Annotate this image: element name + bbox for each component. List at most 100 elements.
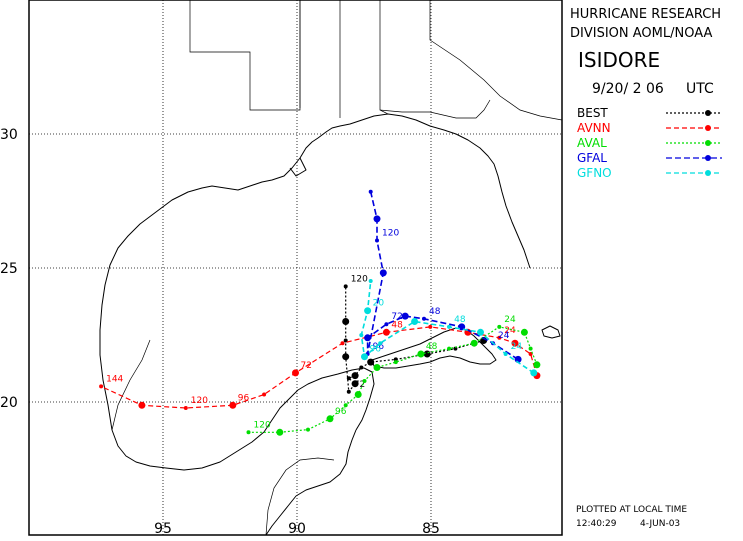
track-point-aval: [447, 346, 452, 351]
plot-date: 4-JUN-03: [640, 519, 680, 529]
track-point-best: [351, 372, 359, 380]
graticule: [29, 0, 562, 535]
track-point-gfal: [379, 269, 387, 277]
track-point-avnn: [292, 369, 299, 377]
track-label-gfal: 48: [429, 307, 441, 317]
track-point-gfal: [401, 312, 409, 320]
timezone: UTC: [686, 81, 714, 97]
track-point-avnn: [528, 352, 533, 356]
track-point-avnn: [428, 324, 433, 329]
track-label-aval: 96: [335, 407, 347, 417]
map-frame: [28, 0, 563, 536]
track-label-best: 72: [354, 380, 365, 390]
track-label-avnn: 72: [301, 361, 312, 371]
track-point-aval: [417, 350, 425, 358]
plot-time: 12:40:29: [576, 519, 617, 529]
track-point-best: [342, 318, 350, 325]
track-point-gfno: [530, 369, 538, 377]
track-line-gfno: [360, 280, 535, 374]
forecast-tracks: 7212024487296120144244896120244872961202…: [99, 189, 541, 436]
track-point-aval: [276, 428, 284, 436]
lon-label-95: 95: [154, 521, 172, 537]
lat-label-25: 25: [0, 261, 18, 277]
track-aval: 24 48 96 120: [246, 315, 541, 436]
track-point-aval: [533, 361, 541, 369]
track-point-best: [359, 365, 364, 370]
track-point-best: [343, 284, 348, 289]
track-point-aval: [326, 415, 334, 423]
plotted-note: PLOTTED AT LOCAL TIME: [576, 505, 687, 515]
legend-label-best: BEST: [577, 106, 608, 120]
track-label-avnn: 96: [238, 393, 250, 403]
track-label-gfno: 96: [370, 345, 382, 355]
track-point-avnn: [262, 392, 267, 397]
track-label-best: 120: [351, 274, 368, 284]
coastline: [99, 113, 561, 536]
track-point-avnn: [183, 406, 188, 410]
track-point-aval: [354, 391, 362, 398]
track-point-gfno: [447, 324, 452, 329]
track-label-gfal: 120: [382, 229, 399, 239]
track-point-avnn: [497, 335, 502, 340]
track-label-gfno: 24: [511, 342, 523, 352]
track-point-avnn: [340, 341, 345, 346]
datetime: 9/20/ 2 06: [592, 81, 664, 97]
track-point-best: [367, 358, 375, 366]
track-point-avnn: [511, 339, 519, 347]
track-point-avnn: [382, 328, 390, 336]
track-label-aval: 48: [426, 342, 438, 352]
track-best: 72 120: [342, 274, 488, 394]
track-point-aval: [373, 364, 381, 371]
track-label-avnn: 144: [106, 374, 123, 384]
track-point-gfno: [364, 307, 372, 315]
lat-label-20: 20: [0, 395, 18, 411]
legend-marker-gfno: [705, 170, 711, 176]
track-point-aval: [246, 430, 251, 435]
lon-label-90: 90: [288, 521, 306, 537]
legend-label-aval: AVAL: [577, 136, 607, 150]
legend-label-gfno: GFNO: [577, 166, 612, 180]
legend-marker-avnn: [705, 125, 711, 131]
legend-marker-aval: [705, 140, 711, 146]
legend-marker-best: [705, 110, 711, 116]
legend-label-gfal: GFAL: [577, 151, 607, 165]
track-point-gfno: [378, 341, 383, 346]
track-point-gfno: [368, 279, 373, 283]
track-point-aval: [343, 403, 348, 408]
track-point-aval: [470, 339, 478, 347]
track-point-aval: [520, 328, 528, 336]
track-point-aval: [306, 427, 310, 432]
track-label-avnn: 48: [391, 320, 403, 330]
political-borders: [111, 0, 563, 536]
track-label-gfal: 24: [498, 331, 510, 341]
track-label-gfno: 48: [454, 315, 466, 325]
track-point-gfal: [373, 215, 381, 223]
org-line1: HURRICANE RESEARCH: [570, 7, 721, 22]
track-label-aval: 24: [504, 315, 516, 325]
track-point-avnn: [138, 401, 146, 409]
track-point-aval: [497, 324, 502, 329]
track-line-aval: [248, 326, 538, 433]
track-label-avnn: 24: [504, 326, 516, 336]
track-point-best: [342, 353, 350, 361]
track-point-best: [351, 380, 359, 388]
track-point-gfal: [364, 334, 372, 342]
track-point-best: [343, 338, 348, 343]
track-label-gfal: 72: [391, 312, 402, 322]
legend-label-avnn: AVNN: [577, 121, 611, 135]
lon-label-85: 85: [422, 521, 440, 537]
storm-name: ISIDORE: [578, 48, 660, 72]
track-point-aval: [393, 360, 398, 365]
track-point-best: [346, 389, 351, 394]
track-point-gfno: [361, 353, 368, 361]
track-point-aval: [528, 346, 533, 351]
track-label-gfal: 96: [373, 342, 385, 352]
legend-marker-gfal: [705, 155, 711, 161]
track-point-gfal: [368, 189, 373, 194]
track-label-avnn: 120: [191, 396, 208, 406]
track-point-best: [346, 376, 351, 381]
track-point-gfal: [384, 322, 389, 327]
